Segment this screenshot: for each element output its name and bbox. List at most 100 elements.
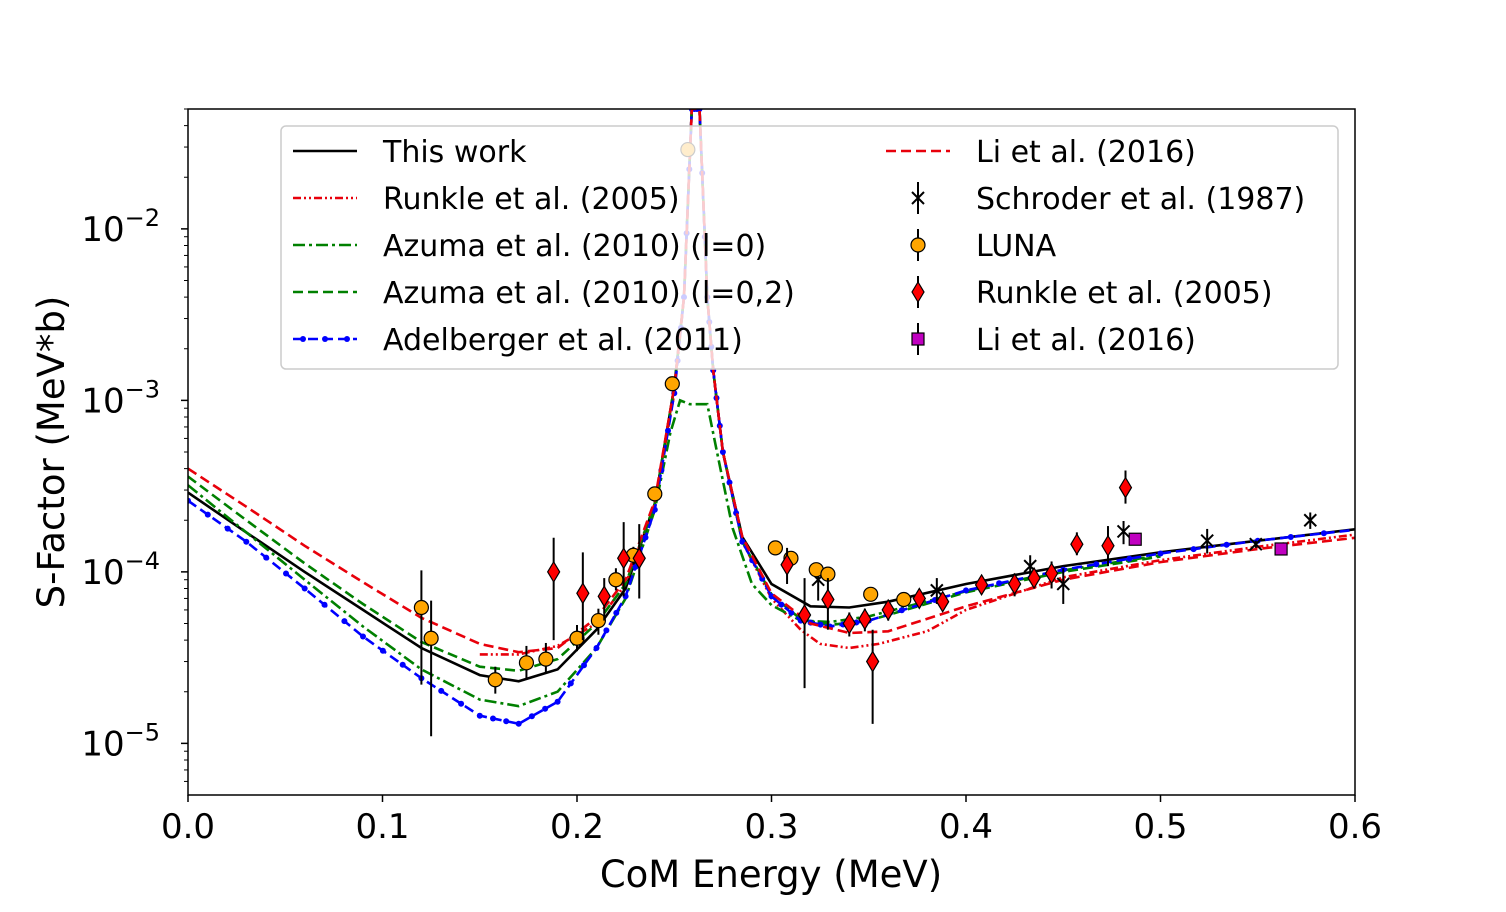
- legend-entry-adelberger-et-al-2011: Adelberger et al. (2011): [293, 323, 743, 358]
- data-point-luna-circle: [569, 625, 585, 652]
- data-point-runkle-et-al-2005-diamond: [842, 612, 856, 637]
- curve-marker-dot: [458, 700, 465, 707]
- data-point-luna-circle: [664, 376, 680, 392]
- curve-marker-dot: [613, 609, 620, 616]
- curve-marker-dot: [642, 534, 649, 541]
- data-point-runkle-et-al-2005-diamond: [881, 598, 895, 622]
- x-tick-label: 0.0: [161, 807, 215, 847]
- legend-label: Azuma et al. (2010) (l=0,2): [383, 276, 795, 311]
- data-point-runkle-et-al-2005-diamond: [1007, 572, 1022, 597]
- curve-marker-dot: [283, 570, 289, 577]
- curve-marker-dot: [528, 713, 535, 720]
- legend-dot: [344, 336, 350, 342]
- point-marker: [647, 486, 663, 502]
- data-point-schroder-et-al-1987-x: [1056, 568, 1070, 604]
- point-marker: [1116, 524, 1131, 539]
- point-marker: [1118, 476, 1133, 499]
- curve-marker-dot: [360, 633, 366, 640]
- curve-marker-dot: [603, 627, 610, 634]
- legend-label: Runkle et al. (2005): [976, 276, 1273, 311]
- curve-marker-dot: [996, 580, 1003, 587]
- data-point-runkle-et-al-2005-diamond: [597, 578, 611, 621]
- point-marker: [865, 650, 880, 673]
- curve-marker-dot: [379, 647, 386, 654]
- point-marker: [881, 598, 895, 622]
- y-tick-label: 10−3: [81, 375, 160, 421]
- curve-marker-dot: [1157, 550, 1164, 557]
- data-point-schroder-et-al-1987-x: [1116, 520, 1131, 545]
- point-marker: [1044, 562, 1059, 585]
- legend-marker-swatch: [911, 191, 925, 205]
- data-point-runkle-et-al-2005-diamond: [821, 578, 835, 630]
- data-point-luna-circle: [538, 642, 554, 674]
- curve-marker-dot: [788, 609, 795, 616]
- legend-label: Azuma et al. (2010) (l=0): [383, 229, 766, 264]
- point-marker: [590, 612, 606, 629]
- curve-marker-dot: [515, 720, 522, 727]
- legend-marker-swatch: [911, 332, 925, 346]
- point-marker: [896, 591, 912, 608]
- point-marker: [608, 572, 624, 588]
- curve-marker-dot: [542, 705, 549, 712]
- data-point-li-et-al-2016-square: [1274, 542, 1288, 556]
- curve-marker-dot: [1320, 530, 1327, 537]
- point-marker: [413, 599, 429, 616]
- data-point-luna-circle: [820, 566, 836, 582]
- curve-marker-dot: [1093, 561, 1100, 568]
- curve-marker-dot: [438, 687, 445, 694]
- legend-entry-runkle-et-al-2005: Runkle et al. (2005): [911, 276, 1273, 311]
- curve-marker-dot: [554, 698, 561, 705]
- curve-this-work-solid: [188, 109, 1355, 683]
- data-point-runkle-et-al-2005-diamond: [546, 537, 561, 641]
- legend-label: Li et al. (2016): [976, 323, 1196, 358]
- point-marker: [821, 588, 835, 611]
- curve-marker-dot: [898, 607, 905, 614]
- y-tick-label: 10−4: [81, 547, 160, 593]
- point-marker: [487, 672, 503, 688]
- point-marker: [935, 590, 950, 613]
- point-marker: [780, 553, 794, 576]
- x-tick-label: 0.4: [939, 807, 993, 847]
- legend-box: [280, 125, 1339, 370]
- curve-marker-dot: [581, 662, 587, 669]
- legend-label: Li et al. (2016): [976, 135, 1196, 170]
- curve-marker-dot: [817, 621, 824, 628]
- legend-label: Schroder et al. (1987): [976, 182, 1305, 217]
- data-point-runkle-et-al-2005-diamond: [912, 587, 927, 610]
- legend-entry-runkle-et-al-2005: Runkle et al. (2005): [293, 182, 680, 217]
- point-marker: [974, 573, 989, 597]
- legend-label: Runkle et al. (2005): [383, 182, 680, 217]
- point-marker: [569, 630, 585, 646]
- data-point-runkle-et-al-2005-diamond: [1070, 532, 1084, 556]
- point-marker: [1249, 537, 1263, 551]
- y-tick-label: 10−2: [81, 204, 160, 250]
- curve-marker-dot: [243, 538, 250, 545]
- point-marker: [1303, 513, 1317, 527]
- point-marker: [518, 655, 535, 671]
- legend-marker-swatch: [911, 280, 925, 304]
- point-marker: [664, 376, 680, 392]
- x-tick-label: 0.5: [1133, 807, 1187, 847]
- y-tick-label: 10−5: [81, 718, 160, 764]
- data-point-runkle-et-al-2005-diamond: [632, 524, 646, 599]
- legend: This work Runkle et al. (2005) Azuma et al…: [280, 125, 1339, 370]
- x-tick-label: 0.3: [744, 807, 798, 847]
- data-point-luna-circle: [518, 645, 535, 680]
- y-axis-label: S-Factor (MeV*b): [30, 296, 73, 609]
- point-marker: [912, 587, 927, 610]
- point-marker: [1128, 532, 1142, 546]
- point-marker: [1274, 542, 1288, 556]
- legend-dot: [300, 336, 306, 342]
- data-point-runkle-et-al-2005-diamond: [935, 590, 950, 613]
- curve-marker-dot: [719, 449, 726, 455]
- curve-marker-dot: [963, 587, 969, 594]
- curve-marker-dot: [593, 645, 600, 651]
- point-marker: [1007, 572, 1022, 596]
- curve-marker-dot: [1126, 555, 1133, 562]
- curve-marker-dot: [1190, 546, 1197, 553]
- curve-marker-dot: [399, 661, 406, 668]
- point-marker: [632, 547, 646, 570]
- curve-marker-dot: [341, 618, 348, 625]
- point-marker: [576, 582, 590, 605]
- curve-marker-dot: [567, 680, 574, 687]
